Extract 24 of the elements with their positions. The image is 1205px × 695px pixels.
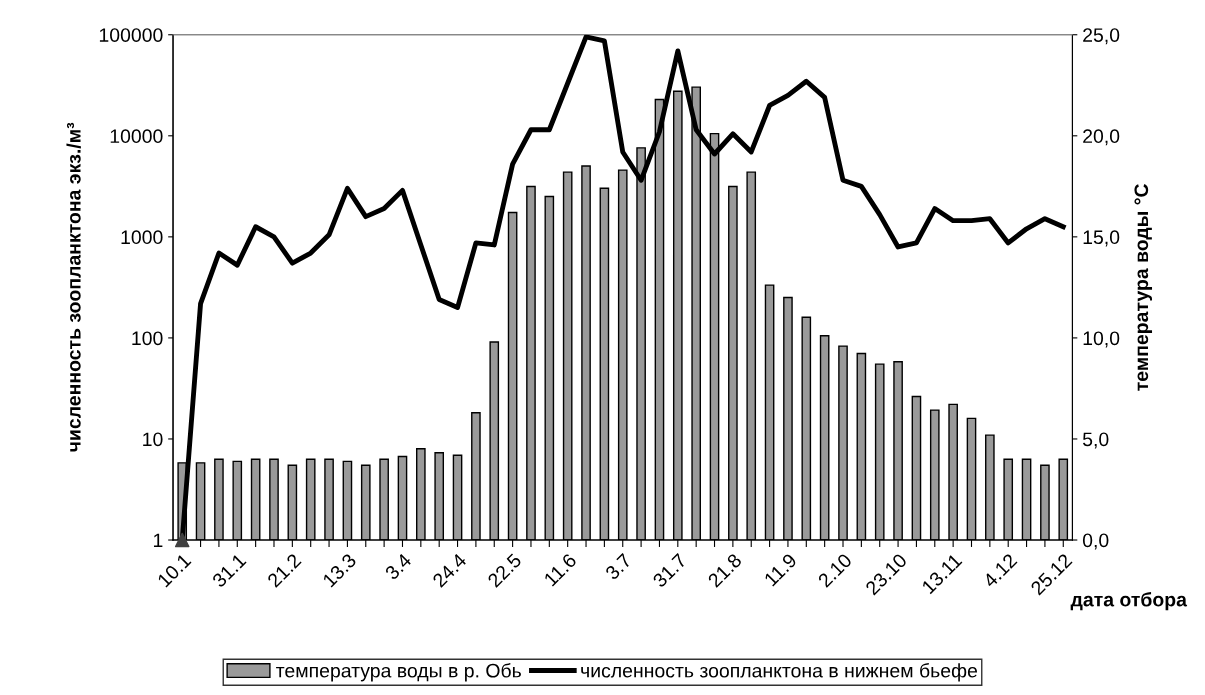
y2-tick-label: 15,0: [1083, 230, 1120, 247]
x-tick-label: 11.6: [543, 552, 578, 587]
y-tick-label: 1: [153, 533, 163, 548]
y-tick-label: 100000: [99, 28, 163, 42]
y-tick-label: 10: [143, 432, 163, 447]
legend-label: температура воды в р. Обь: [276, 663, 521, 682]
x-tick-label: 3.7: [604, 552, 633, 581]
y-tick-label: 1000: [121, 230, 163, 245]
y-axis-title: численность зоопланктона экз./м³: [66, 122, 81, 452]
x-tick-label: 4.12: [982, 552, 1018, 589]
x-tick-label: 3.4: [384, 552, 413, 581]
x-tick-label: 11.9: [763, 552, 798, 587]
legend-label: численность зоопланктона в нижнем бьефе: [581, 663, 978, 682]
y-tick-label: 10000: [110, 129, 163, 144]
y2-tick-label: 5,0: [1082, 432, 1109, 449]
x-tick-label: 31.1: [211, 552, 247, 589]
y2-axis-title: температура воды °C: [1134, 184, 1153, 391]
y2-tick-label: 20,0: [1083, 129, 1120, 146]
x-tick-label: 10.1: [156, 552, 192, 588]
y2-tick-label: 10,0: [1083, 331, 1120, 348]
y2-tick-label: 25,0: [1083, 28, 1120, 45]
y2-tick-label: 0,0: [1082, 533, 1109, 550]
y-tick-label: 100: [132, 331, 163, 346]
x-axis-title: дата отбора: [1070, 592, 1188, 611]
